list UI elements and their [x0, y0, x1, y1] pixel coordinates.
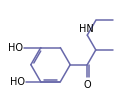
Text: HN: HN	[79, 25, 94, 35]
Text: HO: HO	[10, 77, 25, 87]
Text: O: O	[83, 80, 91, 90]
Text: HO: HO	[8, 43, 23, 53]
